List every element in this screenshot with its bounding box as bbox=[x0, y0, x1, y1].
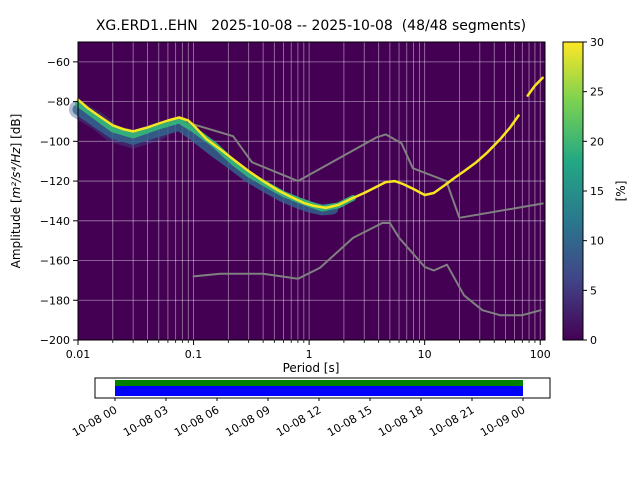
plot-background bbox=[78, 42, 545, 340]
x-tick-label: 0.1 bbox=[185, 348, 203, 361]
timeline-tick-label: 10-08 00 bbox=[70, 403, 119, 439]
timeline-tick-label: 10-08 21 bbox=[427, 403, 476, 439]
timeline-coverage-bar: 10-08 00 10-08 03 10-08 06 10-08 09 10-08 12… bbox=[70, 377, 551, 439]
y-tick-label: −140 bbox=[40, 215, 70, 228]
colorbar-tick-label: 30 bbox=[590, 36, 604, 49]
timeline-tick-label: 10-08 06 bbox=[172, 403, 221, 439]
colorbar-tick-label: 0 bbox=[590, 334, 597, 347]
colorbar-tick-label: 10 bbox=[590, 235, 604, 248]
x-tick-label: 100 bbox=[530, 348, 551, 361]
series-psd-mode bbox=[76, 98, 520, 210]
y-tick-label: −180 bbox=[40, 294, 70, 307]
y-tick-label: −160 bbox=[40, 255, 70, 268]
timeline-tick-label: 10-09 00 bbox=[478, 403, 527, 439]
psd-curves bbox=[69, 76, 544, 317]
y-axis-label: Amplitude [m²/s⁴/Hz] [dB] bbox=[9, 114, 23, 269]
y-tick-label: −200 bbox=[40, 334, 70, 347]
series-nlnm-low-noise-model bbox=[192, 222, 542, 317]
x-axis-label: Period [s] bbox=[283, 361, 340, 375]
colorbar-tick-label: 20 bbox=[590, 135, 604, 148]
colorbar-tick-label: 25 bbox=[590, 86, 604, 99]
x-tick-label: 0.01 bbox=[66, 348, 91, 361]
colorbar-label: [%] bbox=[614, 181, 628, 202]
colorbar-tick-label: 5 bbox=[590, 284, 597, 297]
timeline-tick-label: 10-08 12 bbox=[274, 403, 323, 439]
y-tick-label: −80 bbox=[47, 96, 70, 109]
colorbar-tick-label: 15 bbox=[590, 185, 604, 198]
x-tick-label: 10 bbox=[418, 348, 432, 361]
plot-title: XG.ERD1..EHN 2025-10-08 -- 2025-10-08 (4… bbox=[96, 18, 526, 34]
timeline-tick-label: 10-08 18 bbox=[376, 403, 425, 439]
y-tick-label: −100 bbox=[40, 135, 70, 148]
series-psd-mode-tail bbox=[526, 76, 544, 97]
y-tick-label: −60 bbox=[47, 56, 70, 69]
timeline-green-band bbox=[115, 380, 523, 386]
timeline-tick-label: 10-08 15 bbox=[325, 403, 374, 439]
axis-ticks-and-labels: 0.01 0.1 1 10 100 −200 −180 −160 −140 −120 −100 −80… bbox=[40, 56, 551, 361]
series-nhnm-high-noise-model bbox=[192, 123, 544, 219]
timeline-tick-label: 10-08 09 bbox=[223, 403, 272, 439]
colorbar: 0 5 10 15 20 25 30 bbox=[562, 36, 604, 347]
x-tick-label: 1 bbox=[306, 348, 313, 361]
timeline-blue-band bbox=[115, 386, 523, 396]
timeline-tick-label: 10-08 03 bbox=[121, 403, 170, 439]
y-tick-label: −120 bbox=[40, 175, 70, 188]
axes-frame bbox=[77, 41, 546, 341]
